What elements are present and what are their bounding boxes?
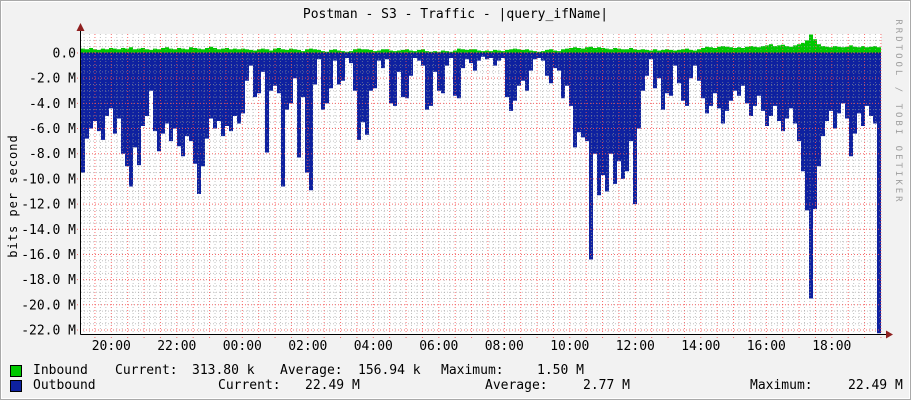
inbound-current-value: 313.80 k [192,363,255,378]
legend-outbound-label: Outbound [33,378,96,393]
x-tick-label: 06:00 [419,339,458,354]
y-tick-label: -6.0 M [29,122,76,137]
y-tick-label: -22.0 M [21,324,76,339]
outbound-swatch [10,380,22,392]
series-area-outbound [81,53,881,334]
y-tick-label: -16.0 M [21,248,76,263]
x-tick-label: 08:00 [485,339,524,354]
x-tick-label: 22:00 [157,339,196,354]
outbound-maximum-value: 22.49 M [848,378,903,393]
inbound-swatch [10,365,22,377]
y-tick-label: -4.0 M [29,97,76,112]
y-tick-label: -2.0 M [29,72,76,87]
x-tick-label: 18:00 [812,339,851,354]
x-tick-label: 10:00 [550,339,589,354]
outbound-average-value: 2.77 M [583,378,630,393]
graph-title: Postman - S3 - Traffic - |query_ifName| [302,7,609,22]
x-tick-label: 00:00 [223,339,262,354]
inbound-maximum-value: 1.50 M [537,363,584,378]
y-tick-label: 0.0 [53,47,76,62]
y-tick-label: -14.0 M [21,223,76,238]
y-tick-label: -12.0 M [21,198,76,213]
y-tick-label: -8.0 M [29,147,76,162]
x-axis-arrow-icon [886,330,893,339]
y-tick-label: -20.0 M [21,298,76,313]
inbound-maximum-label: Maximum: [441,363,504,378]
outbound-average-label: Average: [485,378,548,393]
inbound-average-label: Average: [280,363,343,378]
x-tick-label: 04:00 [354,339,393,354]
legend-inbound-label: Inbound [33,363,88,378]
y-tick-label: -10.0 M [21,172,76,187]
inbound-average-value: 156.94 k [358,363,421,378]
inbound-current-label: Current: [115,363,178,378]
x-tick-label: 20:00 [92,339,131,354]
x-tick-label: 02:00 [288,339,327,354]
outbound-current-value: 22.49 M [305,378,360,393]
y-axis-arrow-icon [76,23,85,31]
x-tick-label: 16:00 [747,339,786,354]
x-tick-label: 14:00 [681,339,720,354]
rrdtool-watermark: RRDTOOL / TOBI OETIKER [893,19,903,205]
outbound-maximum-label: Maximum: [750,378,813,393]
x-tick-label: 12:00 [616,339,655,354]
y-tick-label: -18.0 M [21,273,76,288]
outbound-current-label: Current: [218,378,281,393]
series-area-inbound [81,34,881,53]
